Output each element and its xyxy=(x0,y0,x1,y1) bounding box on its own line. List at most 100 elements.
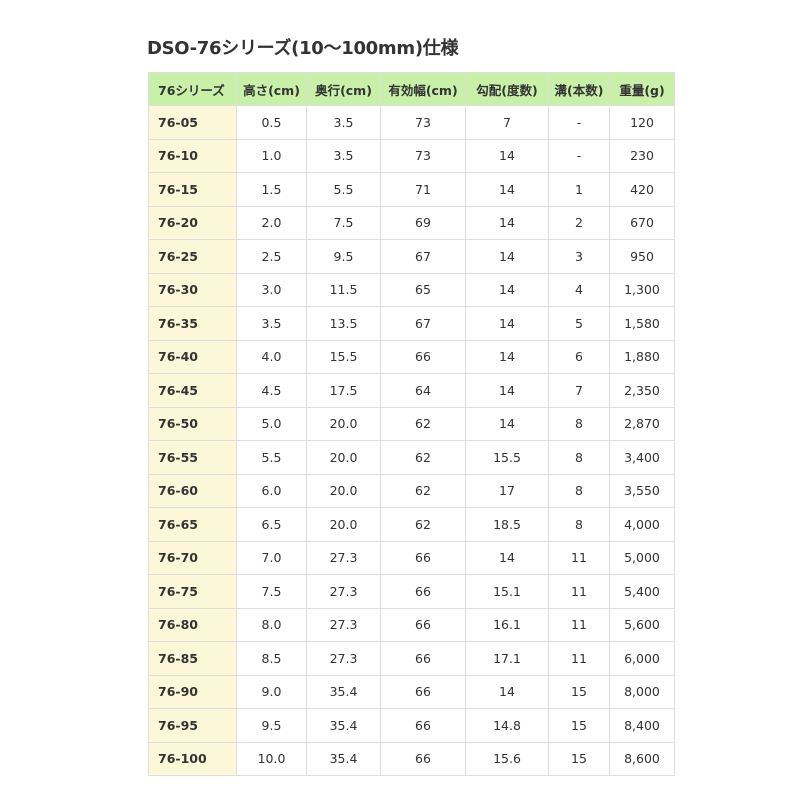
cell-grooves: 1 xyxy=(548,172,610,207)
cell-slope: 14 xyxy=(465,540,549,575)
cell-height: 2.0 xyxy=(236,205,307,240)
column-header-height: 高さ(cm) xyxy=(236,72,307,106)
column-header-series: 76シリーズ xyxy=(148,72,237,106)
cell-height: 4.0 xyxy=(236,339,307,374)
cell-slope: 14 xyxy=(465,339,549,374)
column-header-slope: 勾配(度数) xyxy=(465,72,549,106)
cell-height: 8.5 xyxy=(236,641,307,676)
cell-depth: 20.0 xyxy=(306,406,381,441)
cell-height: 2.5 xyxy=(236,239,307,274)
table-row: 76-15 1.5 5.5 71 14 1 420 xyxy=(148,172,675,207)
cell-weight: 6,000 xyxy=(609,641,675,676)
cell-height: 3.5 xyxy=(236,306,307,341)
cell-series: 76-60 xyxy=(148,473,237,508)
cell-series: 76-30 xyxy=(148,272,237,307)
cell-grooves: 8 xyxy=(548,473,610,508)
cell-slope: 14 xyxy=(465,674,549,709)
cell-height: 8.0 xyxy=(236,607,307,642)
cell-depth: 3.5 xyxy=(306,138,381,173)
cell-depth: 20.0 xyxy=(306,507,381,542)
cell-height: 6.0 xyxy=(236,473,307,508)
cell-depth: 27.3 xyxy=(306,574,381,609)
cell-slope: 16.1 xyxy=(465,607,549,642)
cell-depth: 7.5 xyxy=(306,205,381,240)
cell-slope: 15.1 xyxy=(465,574,549,609)
cell-grooves: 15 xyxy=(548,708,610,743)
table-row: 76-60 6.0 20.0 62 17 8 3,550 xyxy=(148,473,675,508)
spec-table: 76シリーズ 高さ(cm) 奥行(cm) 有効幅(cm) 勾配(度数) 溝(本数) 重量(g… xyxy=(148,72,675,776)
cell-effective-width: 69 xyxy=(380,205,466,240)
cell-slope: 18.5 xyxy=(465,507,549,542)
table-row: 76-50 5.0 20.0 62 14 8 2,870 xyxy=(148,406,675,441)
cell-weight: 8,600 xyxy=(609,741,675,776)
cell-series: 76-80 xyxy=(148,607,237,642)
table-row: 76-65 6.5 20.0 62 18.5 8 4,000 xyxy=(148,507,675,542)
table-row: 76-80 8.0 27.3 66 16.1 11 5,600 xyxy=(148,607,675,642)
cell-effective-width: 66 xyxy=(380,741,466,776)
cell-grooves: 15 xyxy=(548,741,610,776)
cell-depth: 20.0 xyxy=(306,473,381,508)
cell-height: 9.0 xyxy=(236,674,307,709)
cell-depth: 35.4 xyxy=(306,674,381,709)
cell-series: 76-50 xyxy=(148,406,237,441)
cell-weight: 1,880 xyxy=(609,339,675,374)
cell-height: 1.5 xyxy=(236,172,307,207)
table-row: 76-90 9.0 35.4 66 14 15 8,000 xyxy=(148,674,675,709)
cell-grooves: 11 xyxy=(548,641,610,676)
cell-depth: 17.5 xyxy=(306,373,381,408)
cell-height: 1.0 xyxy=(236,138,307,173)
cell-grooves: 3 xyxy=(548,239,610,274)
cell-effective-width: 62 xyxy=(380,473,466,508)
table-row: 76-25 2.5 9.5 67 14 3 950 xyxy=(148,239,675,274)
cell-grooves: 7 xyxy=(548,373,610,408)
cell-weight: 120 xyxy=(609,105,675,140)
cell-weight: 8,400 xyxy=(609,708,675,743)
cell-weight: 4,000 xyxy=(609,507,675,542)
cell-grooves: 8 xyxy=(548,507,610,542)
cell-depth: 11.5 xyxy=(306,272,381,307)
cell-weight: 670 xyxy=(609,205,675,240)
cell-height: 5.5 xyxy=(236,440,307,475)
cell-height: 0.5 xyxy=(236,105,307,140)
cell-series: 76-20 xyxy=(148,205,237,240)
cell-grooves: 11 xyxy=(548,574,610,609)
table-row: 76-10 1.0 3.5 73 14-230 xyxy=(148,138,675,173)
cell-effective-width: 67 xyxy=(380,306,466,341)
table-row: 76-20 2.0 7.5 69 14 2 670 xyxy=(148,205,675,240)
table-row: 76-35 3.5 13.5 67 14 5 1,580 xyxy=(148,306,675,341)
column-header-effective-width: 有効幅(cm) xyxy=(380,72,466,106)
cell-series: 76-85 xyxy=(148,641,237,676)
cell-effective-width: 62 xyxy=(380,440,466,475)
table-row: 76-75 7.5 27.3 66 15.1 11 5,400 xyxy=(148,574,675,609)
cell-depth: 13.5 xyxy=(306,306,381,341)
cell-slope: 15.6 xyxy=(465,741,549,776)
cell-effective-width: 71 xyxy=(380,172,466,207)
cell-grooves: 15 xyxy=(548,674,610,709)
table-row: 76-40 4.0 15.5 66 14 6 1,880 xyxy=(148,339,675,374)
cell-depth: 35.4 xyxy=(306,741,381,776)
cell-slope: 14 xyxy=(465,272,549,307)
table-header-row: 76シリーズ 高さ(cm) 奥行(cm) 有効幅(cm) 勾配(度数) 溝(本数) 重量(g… xyxy=(148,72,675,106)
cell-depth: 20.0 xyxy=(306,440,381,475)
cell-effective-width: 67 xyxy=(380,239,466,274)
cell-slope: 14.8 xyxy=(465,708,549,743)
cell-slope: 14 xyxy=(465,205,549,240)
cell-slope: 14 xyxy=(465,138,549,173)
cell-height: 9.5 xyxy=(236,708,307,743)
cell-series: 76-35 xyxy=(148,306,237,341)
cell-effective-width: 66 xyxy=(380,641,466,676)
cell-grooves: 2 xyxy=(548,205,610,240)
cell-series: 76-75 xyxy=(148,574,237,609)
cell-series: 76-55 xyxy=(148,440,237,475)
table-row: 76-55 5.5 20.0 62 15.5 8 3,400 xyxy=(148,440,675,475)
cell-effective-width: 73 xyxy=(380,138,466,173)
cell-grooves: 11 xyxy=(548,607,610,642)
cell-depth: 5.5 xyxy=(306,172,381,207)
cell-series: 76-15 xyxy=(148,172,237,207)
table-row: 76-30 3.0 11.5 65 14 4 1,300 xyxy=(148,272,675,307)
column-header-grooves: 溝(本数) xyxy=(548,72,610,106)
cell-series: 76-90 xyxy=(148,674,237,709)
cell-series: 76-70 xyxy=(148,540,237,575)
cell-slope: 14 xyxy=(465,306,549,341)
cell-slope: 14 xyxy=(465,172,549,207)
